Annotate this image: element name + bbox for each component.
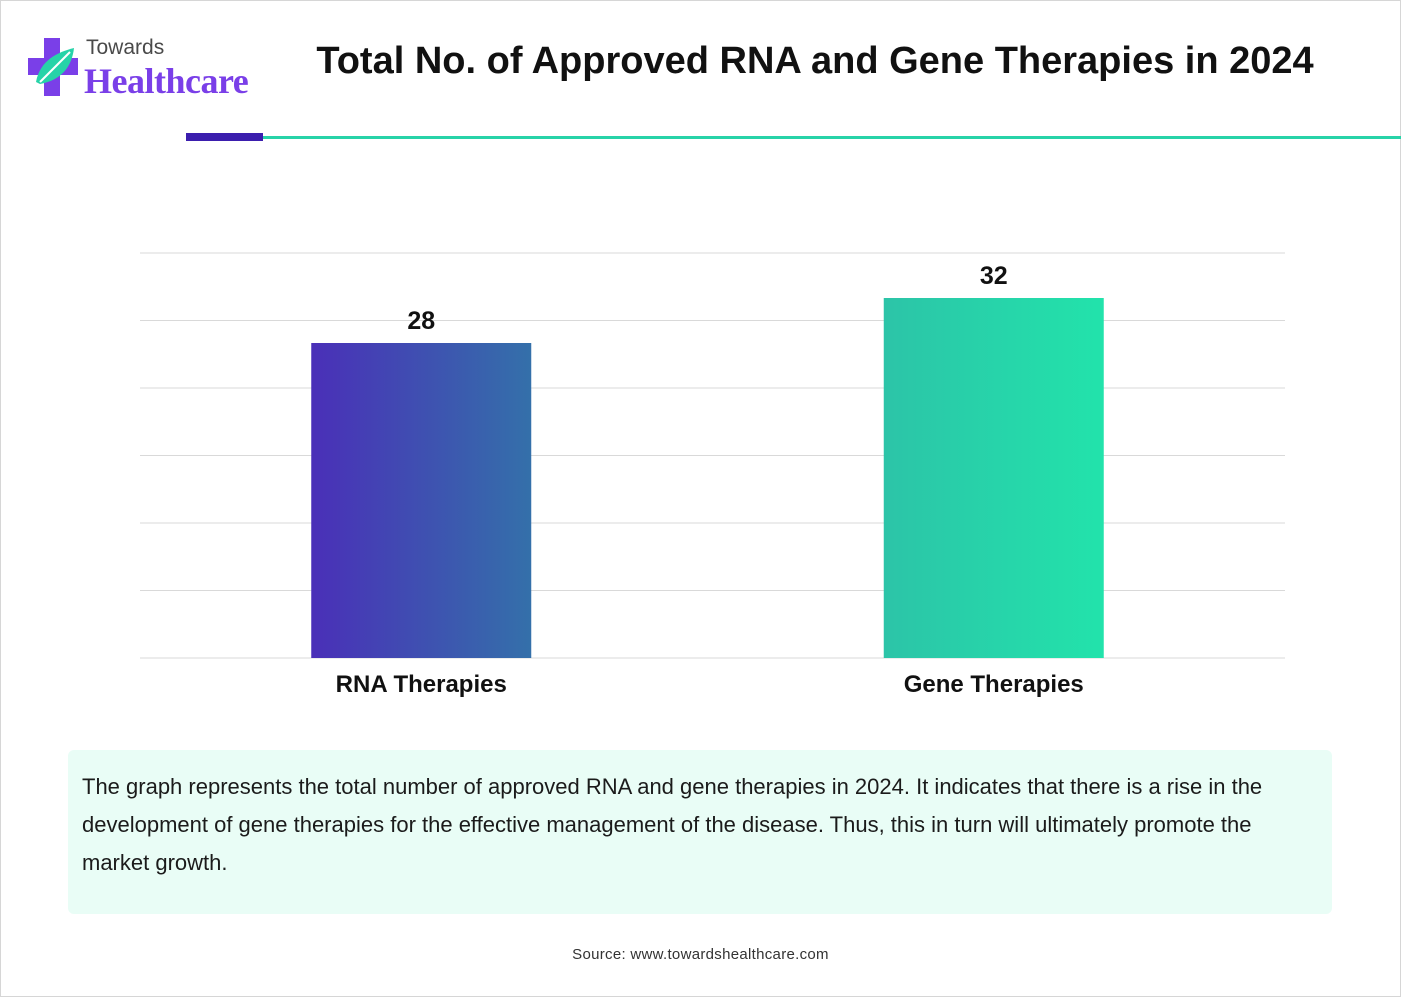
category-label: Gene Therapies: [904, 671, 1084, 698]
title-rule-accent: [186, 133, 263, 141]
bar-value-label: 32: [980, 262, 1008, 290]
chart-labels: 28 RNA Therapies 32 Gene Therapies: [336, 262, 1084, 698]
source-note: Source: www.towardshealthcare.com: [572, 946, 829, 963]
brand-top-word: Towards: [86, 36, 165, 59]
bar-value-label: 28: [407, 307, 435, 335]
brand-main-word: Healthcare: [84, 61, 249, 101]
medical-cross-leaf-icon: [28, 38, 78, 96]
bar-gene-therapies: [883, 298, 1104, 658]
description-text: The graph represents the total number of…: [82, 774, 1263, 875]
chart-bars: [311, 298, 1104, 658]
bar-chart: 28 RNA Therapies 32 Gene Therapies: [140, 252, 1285, 698]
description-box: The graph represents the total number of…: [68, 750, 1332, 914]
bar-rna-therapies: [311, 343, 532, 658]
page-title: Total No. of Approved RNA and Gene Thera…: [316, 40, 1314, 82]
category-label: RNA Therapies: [336, 671, 507, 698]
brand-logo: Towards Healthcare: [28, 36, 268, 106]
title-rule-line: [263, 136, 1401, 139]
